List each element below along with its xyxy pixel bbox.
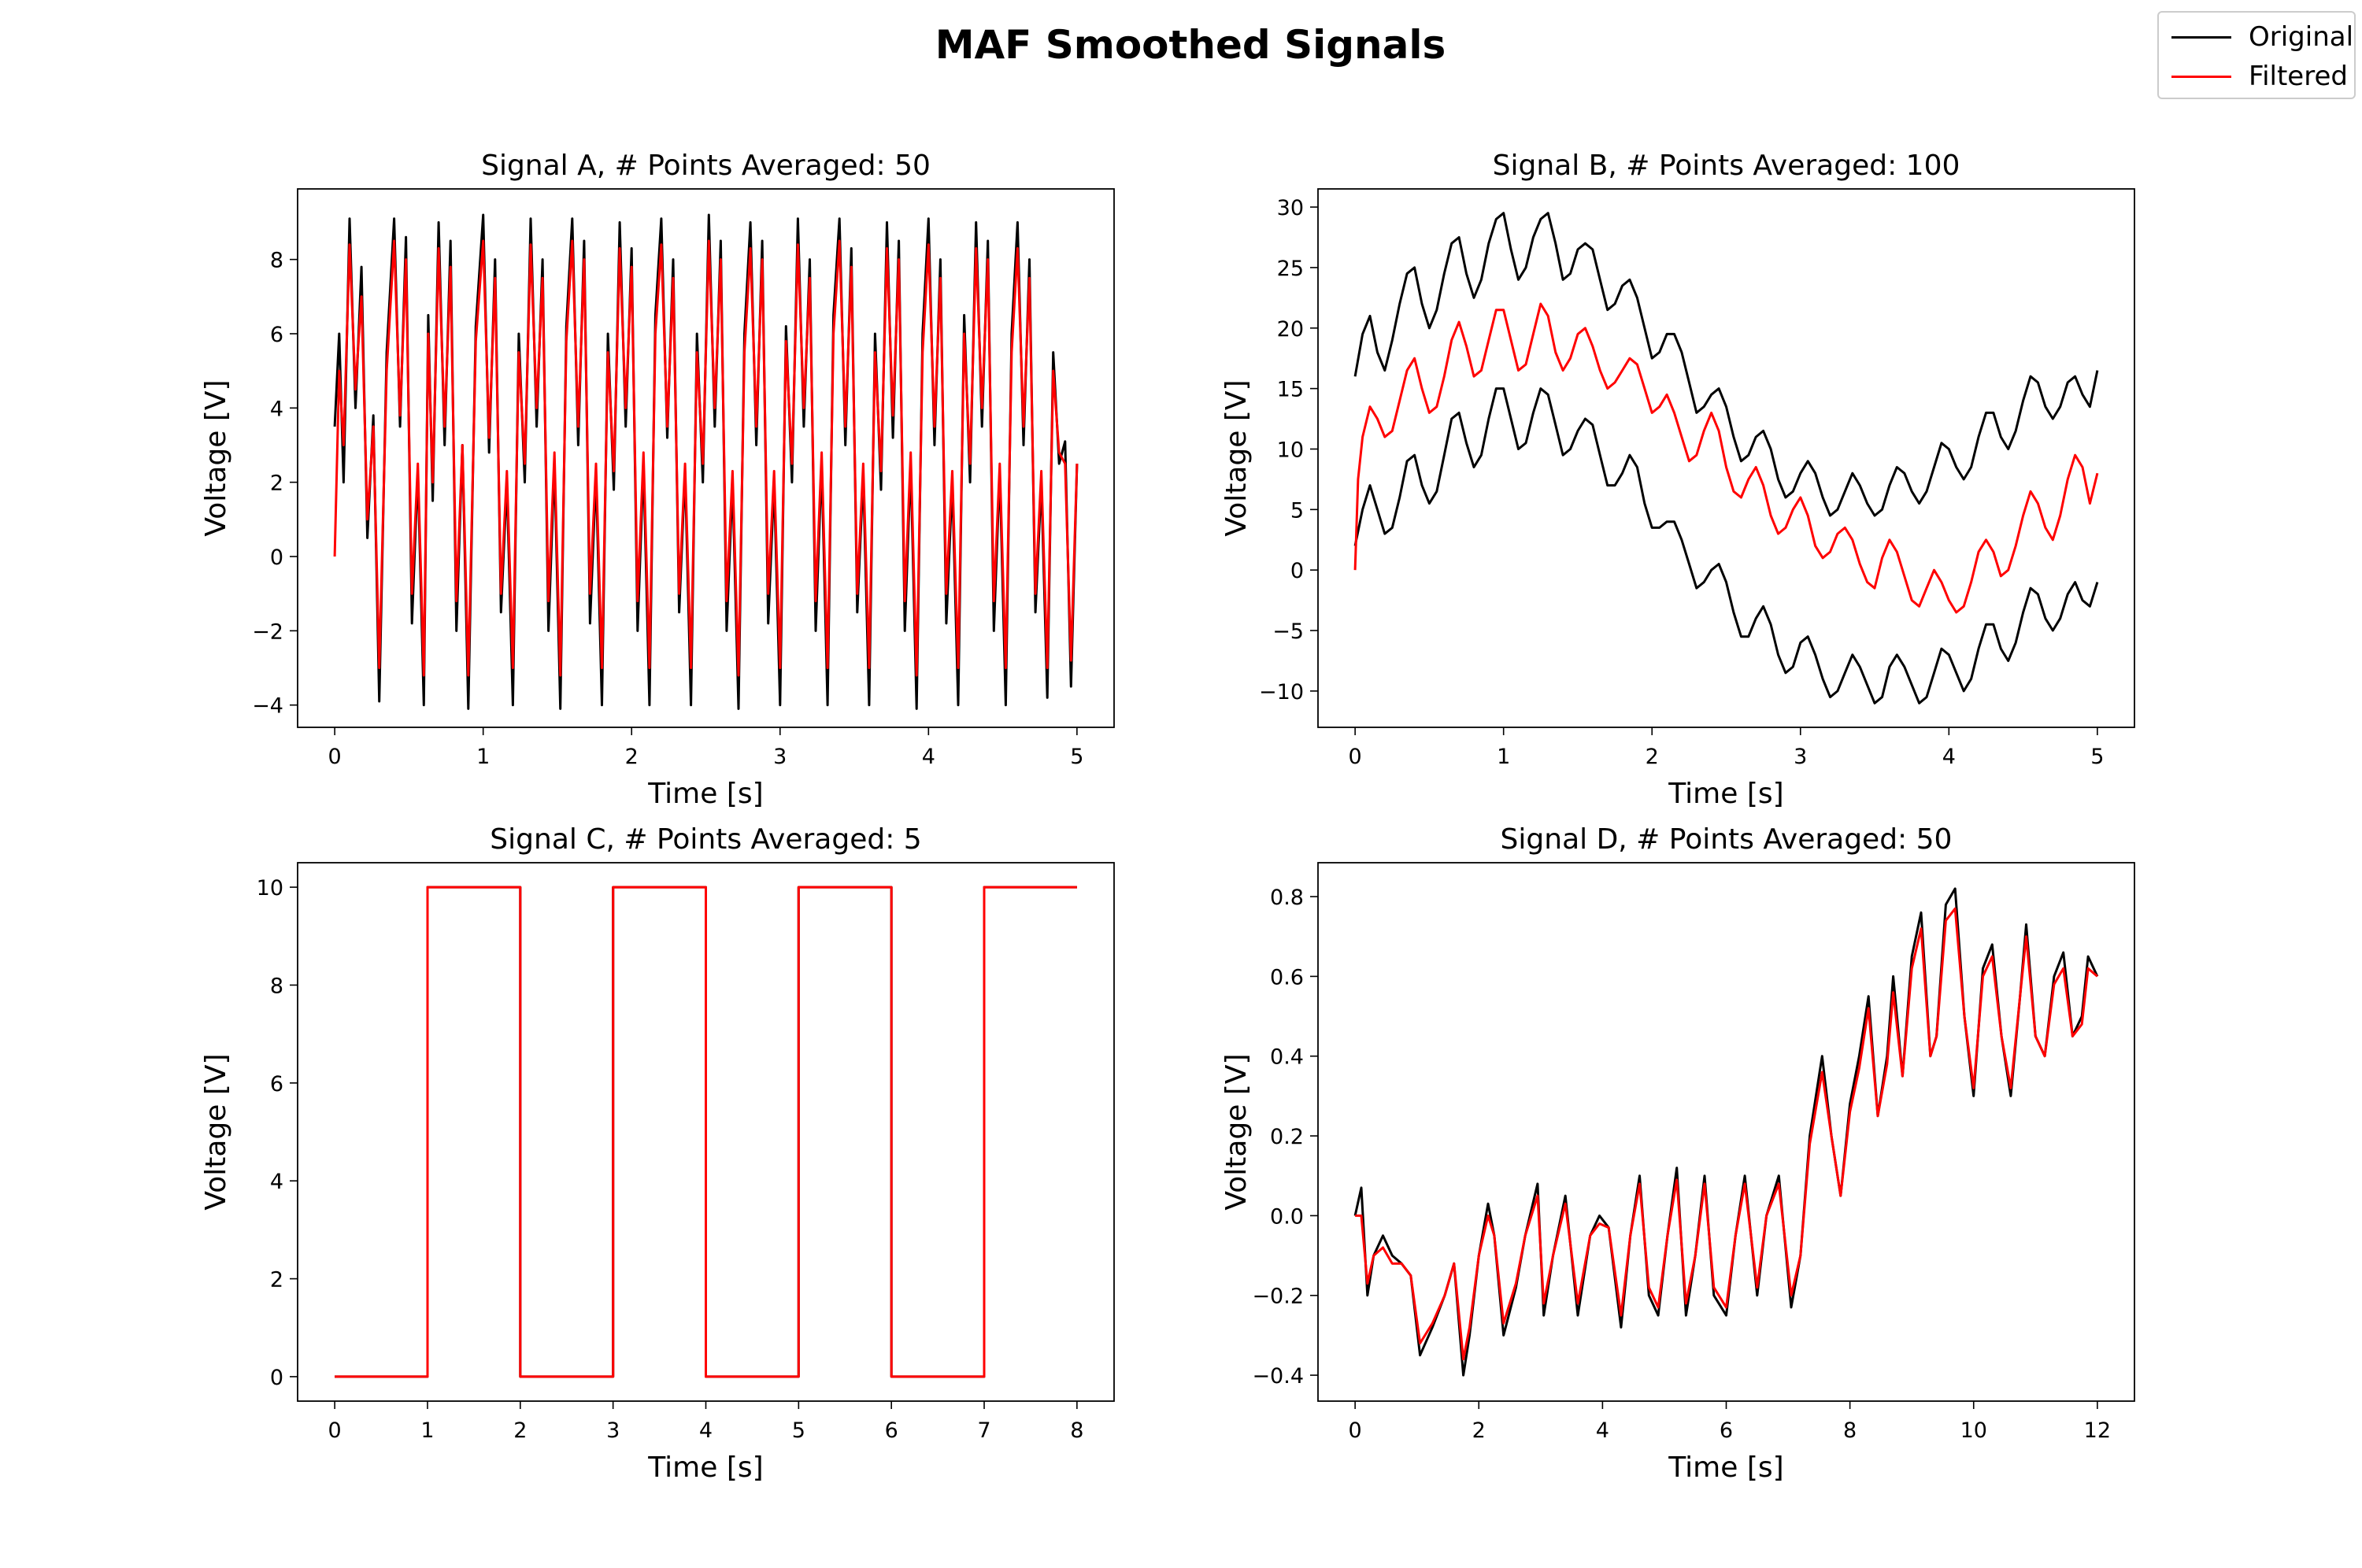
signal-b-x-tick-label: 1 [1497,745,1510,769]
signal-b-y-tick-label: 25 [1277,257,1304,281]
signal-d-x-tick-label: 8 [1843,1418,1857,1443]
signal-c-x-tick-label: 1 [420,1418,434,1443]
signal-a-title: Signal A, # Points Averaged: 50 [481,150,931,182]
signal-c-x-tick-label: 6 [885,1418,898,1443]
signal-d-x-tick-label: 12 [2084,1418,2111,1443]
figure-title: MAF Smoothed Signals [935,22,1446,68]
signal-a-y-tick-label: −2 [252,619,283,644]
signal-a-y-tick-label: −4 [252,694,283,719]
signal-d-axes-frame [1317,862,2135,1402]
signal-b-x-tick-label: 0 [1349,745,1362,769]
signal-a-axes-frame [297,188,1115,728]
signal-d-y-tick-label: 0.0 [1270,1204,1304,1229]
signal-d-y-tick-label: −0.4 [1252,1364,1304,1389]
signal-a-x-tick-label: 2 [625,745,639,769]
signal-b-x-tick-label: 5 [2090,745,2104,769]
signal-b-series-1 [1353,212,2099,517]
signal-d-x-tick-label: 6 [1720,1418,1733,1443]
signal-d-y-axis-label: Voltage [V] [1220,1053,1253,1210]
signal-d-y-tick-label: 0.4 [1270,1045,1304,1070]
legend: Original Filtered [2157,11,2356,99]
signal-b-axes-frame [1317,188,2135,728]
signal-a-y-tick-label: 6 [270,323,283,347]
signal-d-y-tick-label: 0.6 [1270,965,1304,989]
signal-a-y-tick-label: 8 [270,249,283,273]
signal-c-x-tick-label: 2 [513,1418,527,1443]
signal-b-y-tick-label: 15 [1277,378,1304,402]
signal-a-x-tick-label: 3 [773,745,787,769]
signal-b-y-tick-label: 20 [1277,317,1304,342]
signal-b-x-tick-label: 2 [1646,745,1659,769]
legend-entry-filtered: Filtered [2171,57,2348,96]
signal-d-title: Signal D, # Points Averaged: 50 [1501,823,1953,856]
signal-b-y-tick-label: −5 [1272,619,1304,644]
signal-d-chart: 0 2 4 6 8 10 12 −0.4 −0.2 0.0 0.2 0.4 0.6 0.8 Signal D… [1220,823,2135,1484]
signal-d-x-tick-label: 2 [1472,1418,1486,1443]
signal-c-y-tick-label: 6 [270,1072,283,1096]
signal-c-y-tick-label: 0 [270,1366,283,1390]
signal-c-title: Signal C, # Points Averaged: 5 [490,823,921,856]
signal-c-y-tick-label: 4 [270,1170,283,1194]
signal-d-x-tick-label: 4 [1596,1418,1609,1443]
signal-c-x-tick-label: 7 [977,1418,990,1443]
signal-a-x-tick-label: 1 [476,745,490,769]
signal-c-x-tick-label: 8 [1070,1418,1083,1443]
signal-c-x-tick-label: 0 [328,1418,342,1443]
signal-b-title: Signal B, # Points Averaged: 100 [1493,150,1960,182]
signal-c-y-tick-label: 2 [270,1268,283,1292]
signal-b-series-3 [1353,302,2099,614]
signal-a-y-tick-label: 2 [270,472,283,496]
signal-b-y-tick-label: 0 [1290,559,1304,583]
signal-d-x-tick-label: 10 [1960,1418,1987,1443]
legend-entry-original: Original [2171,17,2353,57]
signal-a-y-axis-label: Voltage [V] [200,379,232,536]
signal-b-chart: 0 1 2 3 4 5 −10 −5 0 5 10 15 20 25 30 Signal B, # Point… [1220,150,2135,810]
signal-b-y-tick-label: 10 [1277,438,1304,462]
signal-b-y-tick-label: 30 [1277,196,1304,220]
signal-a-x-tick-label: 4 [922,745,935,769]
signal-b-x-tick-label: 4 [1942,745,1956,769]
legend-label-original: Original [2249,21,2354,53]
signal-b-series-2 [1353,387,2099,704]
signal-c-x-tick-label: 5 [792,1418,805,1443]
signal-c-y-axis-label: Voltage [V] [200,1053,232,1210]
signal-d-y-tick-label: 0.2 [1270,1125,1304,1149]
legend-label-filtered: Filtered [2249,61,2348,92]
signal-a-x-axis-label: Time [s] [647,778,763,810]
signal-b-y-tick-label: −10 [1259,680,1304,704]
signal-c-y-tick-label: 10 [257,876,283,900]
legend-swatch-filtered [2171,75,2231,78]
signal-a-x-tick-label: 0 [328,745,342,769]
signal-a-x-tick-label: 5 [1070,745,1083,769]
signal-b-x-tick-label: 3 [1794,745,1807,769]
signal-c-chart: 0 1 2 3 4 5 6 7 8 0 2 4 6 8 10 Signal C, # Points Avera… [200,823,1115,1484]
signal-a-y-tick-label: 0 [270,545,283,570]
signal-d-series-2 [1355,907,2098,1361]
signal-a-series-2 [333,239,1079,677]
signal-d-x-axis-label: Time [s] [1668,1452,1783,1484]
signal-d-x-tick-label: 0 [1349,1418,1362,1443]
signal-b-x-axis-label: Time [s] [1668,778,1783,810]
signal-a-chart: 0 1 2 3 4 5 −4 −2 0 2 4 6 8 Signal A, # Points Averag… [200,150,1115,810]
signal-d-y-tick-label: 0.8 [1270,886,1304,910]
legend-swatch-original [2171,35,2231,39]
signal-b-y-axis-label: Voltage [V] [1220,379,1253,536]
signal-b-y-tick-label: 5 [1290,498,1304,523]
signal-c-x-tick-label: 4 [699,1418,713,1443]
signal-c-x-axis-label: Time [s] [647,1452,763,1484]
signal-a-series-1 [333,213,1079,710]
signal-d-y-tick-label: −0.2 [1252,1285,1304,1309]
signal-c-series-2 [335,886,1077,1378]
signal-a-y-tick-label: 4 [270,397,283,421]
signal-c-x-tick-label: 3 [606,1418,620,1443]
signal-c-y-tick-label: 8 [270,974,283,998]
